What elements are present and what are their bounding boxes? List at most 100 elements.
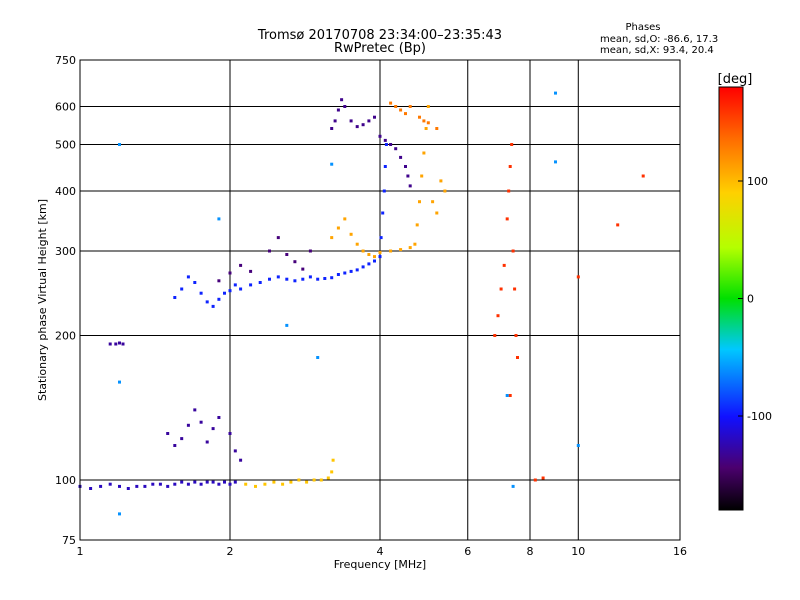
- data-point: [330, 470, 334, 474]
- data-point: [180, 480, 184, 484]
- data-point: [223, 480, 226, 484]
- data-point: [361, 249, 365, 253]
- data-point: [507, 189, 511, 193]
- data-point: [233, 449, 237, 453]
- data-point: [399, 155, 403, 159]
- y-axis-label: Stationary phase Virtual Height [km]: [36, 199, 49, 401]
- data-point: [217, 217, 221, 221]
- data-point: [511, 484, 515, 488]
- data-point: [126, 487, 130, 490]
- data-point: [135, 484, 139, 488]
- data-point: [118, 143, 121, 146]
- data-point: [394, 105, 398, 108]
- data-point: [367, 119, 371, 123]
- data-point: [361, 123, 365, 127]
- colorbar-tick-label: 100: [747, 175, 768, 188]
- y-tick-label: 300: [55, 245, 76, 258]
- data-point: [193, 281, 197, 284]
- data-point: [406, 174, 410, 178]
- x-tick-label: 1: [77, 545, 84, 558]
- data-point: [281, 482, 285, 486]
- data-point: [336, 273, 340, 276]
- y-tick-label: 75: [62, 534, 76, 547]
- data-point: [293, 260, 297, 264]
- data-point: [533, 478, 537, 482]
- data-point: [301, 267, 305, 271]
- data-point: [541, 476, 545, 480]
- stats-line-x: mean, sd,X: 93.4, 20.4: [600, 45, 714, 56]
- y-tick-label: 750: [55, 54, 76, 67]
- data-point: [418, 200, 421, 204]
- data-point: [211, 427, 215, 431]
- data-point: [381, 211, 385, 215]
- data-point: [205, 440, 209, 444]
- data-point: [508, 394, 512, 397]
- data-point: [244, 482, 248, 486]
- data-point: [228, 432, 232, 435]
- data-point: [336, 226, 340, 230]
- data-point: [641, 174, 645, 178]
- data-point: [554, 91, 557, 95]
- data-point: [361, 265, 365, 269]
- data-point: [343, 271, 347, 275]
- x-tick-label: 6: [464, 545, 471, 558]
- data-point: [249, 269, 253, 273]
- data-point: [308, 249, 312, 253]
- x-axis-label: Frequency [MHz]: [334, 558, 426, 571]
- data-point: [285, 277, 289, 281]
- data-point: [389, 249, 393, 253]
- data-point: [394, 147, 398, 151]
- data-point: [312, 478, 316, 482]
- data-point: [239, 263, 243, 267]
- data-point: [343, 105, 347, 108]
- data-point: [323, 277, 327, 280]
- data-point: [343, 217, 347, 221]
- x-tick-label: 8: [527, 545, 534, 558]
- data-point: [305, 480, 309, 484]
- data-point: [383, 138, 387, 142]
- data-point: [301, 277, 305, 281]
- data-point: [121, 342, 125, 346]
- data-point: [349, 269, 353, 273]
- grid-lines: [80, 60, 680, 540]
- data-point: [422, 151, 426, 155]
- plot-frame: [79, 59, 681, 541]
- y-axis-ticks: 75 100 200 300 400 500 600 750: [55, 54, 76, 547]
- data-point: [158, 482, 162, 486]
- data-point: [373, 255, 376, 259]
- data-point: [331, 458, 335, 462]
- chart-subtitle: RwPretec (Bp): [334, 41, 426, 56]
- data-point: [211, 304, 215, 308]
- data-point: [404, 112, 407, 116]
- data-point: [211, 480, 215, 484]
- data-point: [340, 98, 344, 102]
- data-point: [415, 223, 419, 227]
- data-point: [511, 249, 515, 253]
- data-point: [435, 211, 439, 215]
- data-point: [420, 174, 424, 178]
- data-point: [426, 105, 430, 108]
- data-point: [268, 277, 271, 281]
- data-point: [249, 283, 253, 287]
- colorbar-label: [deg]: [718, 72, 753, 87]
- data-point: [336, 108, 340, 112]
- data-point: [276, 275, 280, 279]
- data-point: [408, 246, 412, 250]
- data-point: [114, 342, 118, 346]
- data-point: [408, 105, 412, 108]
- data-point: [166, 484, 170, 488]
- data-point: [516, 356, 519, 359]
- data-point: [382, 189, 386, 193]
- data-point: [228, 289, 232, 293]
- data-point: [330, 236, 334, 240]
- x-tick-label: 16: [673, 545, 687, 558]
- data-point: [319, 478, 323, 482]
- data-point: [408, 184, 412, 188]
- data-point: [263, 482, 267, 486]
- data-point: [239, 287, 243, 291]
- data-point: [499, 287, 503, 291]
- data-point: [443, 189, 447, 193]
- data-point: [576, 275, 580, 279]
- data-point: [330, 276, 334, 280]
- data-point: [554, 160, 557, 164]
